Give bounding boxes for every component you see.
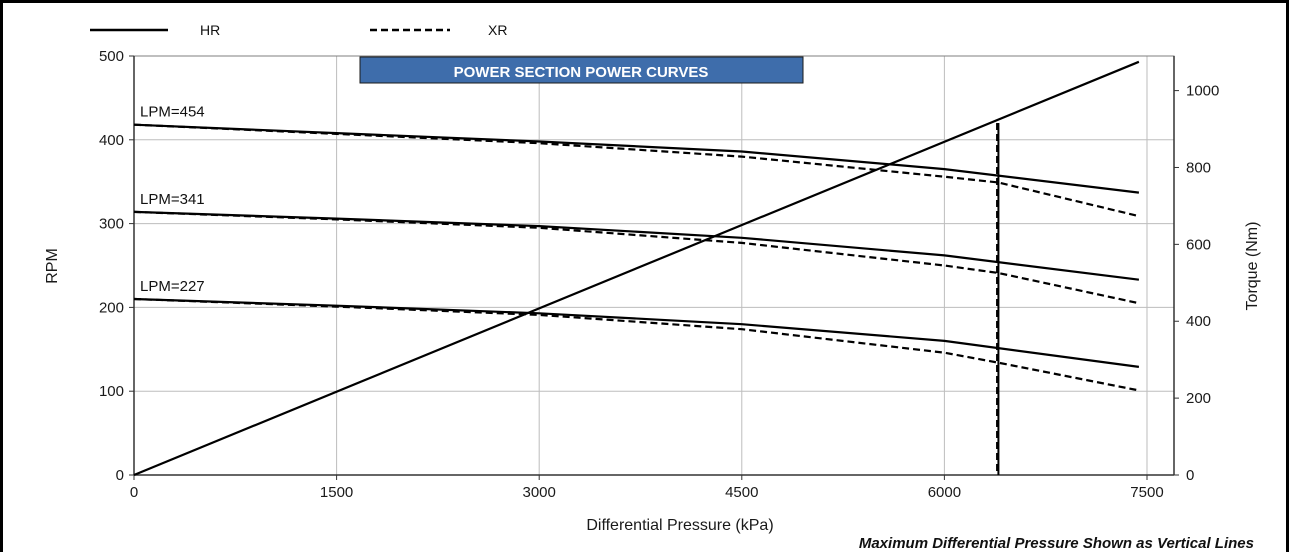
lpm-label-0: LPM=454 [140,104,205,121]
y2-tick-label-0: 0 [1186,467,1194,484]
x-tick-label-5: 7500 [1130,484,1163,501]
title-banner: POWER SECTION POWER CURVES [359,56,804,84]
title-banner-box [359,56,804,84]
series-hr-lpm-454-line [133,123,1140,194]
x-axis-title: Differential Pressure (kPa) [586,517,773,534]
x-tick-label-1: 1500 [320,484,353,501]
y2-tick-label-5: 1000 [1186,83,1219,100]
y-tick-label-4: 400 [99,132,124,149]
series-xr-lpm-341-line [133,210,1140,305]
y2-tick-label-1: 200 [1186,390,1211,407]
lpm-label-1: LPM=341 [140,191,205,208]
series-torque-line [133,60,1140,477]
legend-xr-label: XR [488,22,507,38]
legend: HR XR [90,22,507,38]
series-hr-lpm-227-line [133,297,1140,368]
y-tick-label-1: 100 [99,383,124,400]
y2-axis-title: Torque (Nm) [1244,222,1261,311]
x-tick-label-0: 0 [130,484,138,501]
y2-tick-label-4: 800 [1186,159,1211,176]
y-tick-label-0: 0 [116,467,124,484]
x-tick-label-4: 6000 [928,484,961,501]
series-xr-lpm-227-line [133,297,1140,392]
x-tick-label-2: 3000 [523,484,556,501]
axes [129,55,1179,480]
lpm-labels: LPM=454 LPM=341 LPM=227 [140,104,205,295]
series-lines [133,60,1140,477]
y-tick-label-5: 500 [99,48,124,65]
legend-hr-label: HR [200,22,220,38]
max-pressure-lines [996,123,1000,475]
y-tick-label-2: 200 [99,299,124,316]
lpm-label-2: LPM=227 [140,278,205,295]
y2-tick-label-3: 600 [1186,236,1211,253]
chart-title: POWER SECTION POWER CURVES [454,64,709,81]
x-tick-label-3: 4500 [725,484,758,501]
y-tick-label-3: 300 [99,216,124,233]
series-xr-lpm-454-line [133,123,1140,218]
y2-tick-label-2: 400 [1186,313,1211,330]
footnote: Maximum Differential Pressure Shown as V… [859,535,1254,552]
tick-labels: 0 1500 3000 4500 6000 7500 0 100 200 300 400 500 0 20… [99,48,1219,501]
y-axis-title: RPM [44,248,61,284]
